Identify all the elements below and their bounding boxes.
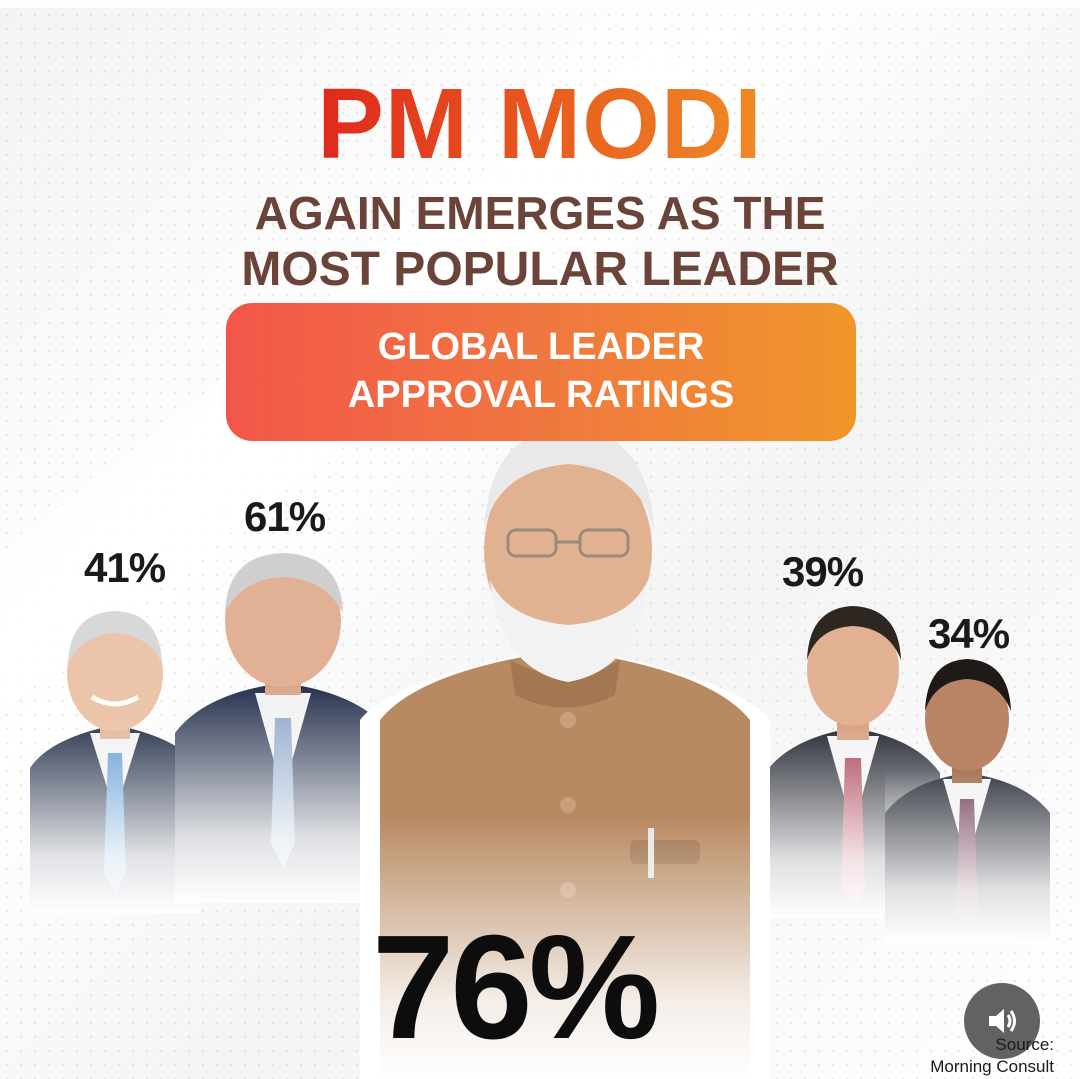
leader-photo-3: [360, 420, 770, 1079]
rating-label-3: 76%: [372, 905, 660, 1070]
rating-label-1: 41%: [84, 544, 166, 591]
leader-photo-1: [30, 593, 200, 913]
headline-subtitle-line1: AGAIN EMERGES AS THE: [254, 187, 826, 239]
leader-photo-5: [885, 653, 1050, 943]
rating-label-5: 34%: [928, 610, 1010, 657]
source-note: Source: Morning Consult: [930, 1034, 1054, 1078]
rating-label-4: 39%: [782, 548, 864, 595]
leader-photo-2: [175, 543, 390, 903]
badge-line2: APPROVAL RATINGS: [347, 374, 735, 416]
source-label: Source:: [995, 1035, 1054, 1054]
sound-button[interactable]: [964, 983, 1040, 1059]
badge-line1: GLOBAL LEADER: [377, 326, 705, 368]
speaker-icon: [989, 1009, 1016, 1033]
rating-label-2: 61%: [244, 493, 326, 540]
ratings-badge: GLOBAL LEADER APPROVAL RATINGS: [226, 303, 856, 441]
headline-title: PM MODI: [317, 68, 763, 180]
headline-subtitle-line2: MOST POPULAR LEADER: [241, 243, 839, 296]
source-name: Morning Consult: [930, 1057, 1054, 1076]
infographic-canvas: PM MODI AGAIN EMERGES AS THE MOST POPULA…: [0, 8, 1080, 1079]
